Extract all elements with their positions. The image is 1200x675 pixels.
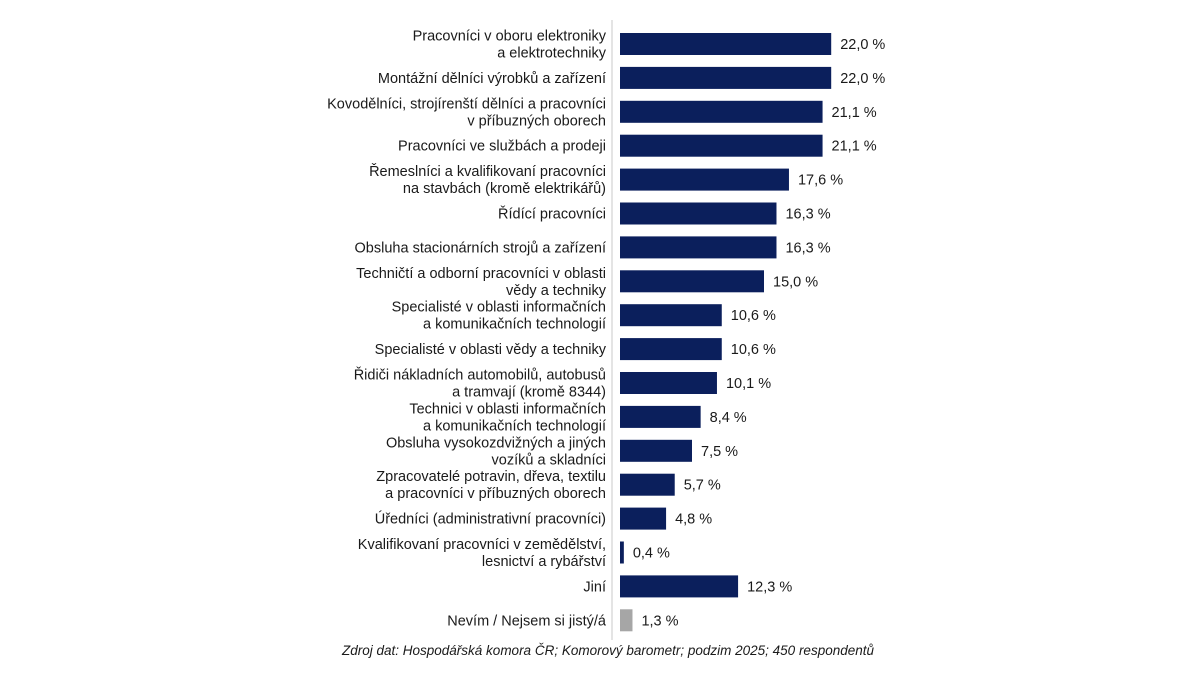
bar	[620, 236, 777, 259]
value-label: 21,1 %	[832, 105, 877, 121]
bar	[620, 270, 764, 293]
value-label: 16,3 %	[785, 240, 830, 256]
bar	[620, 338, 722, 361]
value-label: 5,7 %	[684, 478, 721, 494]
category-label: a pracovníci v příbuzných oborech	[385, 486, 606, 502]
bar	[620, 33, 832, 55]
category-label: Kvalifikovaní pracovníci v zemědělství,	[358, 537, 606, 553]
category-label: Řídící pracovníci	[498, 206, 606, 223]
category-label: v příbuzných oborech	[467, 113, 606, 129]
bar	[620, 439, 692, 462]
category-label: Jiní	[583, 579, 606, 595]
category-label: a tramvají (kromě 8344)	[452, 385, 606, 401]
source-note: Zdroj dat: Hospodářská komora ČR; Komoro…	[341, 643, 875, 658]
category-label: vědy a techniky	[506, 283, 607, 299]
value-label: 10,6 %	[731, 342, 776, 358]
bar	[620, 202, 777, 225]
category-label: Pracovníci v oboru elektroniky	[413, 29, 607, 45]
category-label: Obsluha stacionárních strojů a zařízení	[355, 240, 606, 256]
value-label: 0,4 %	[633, 546, 670, 562]
bar	[620, 575, 739, 598]
value-label: 4,8 %	[675, 512, 712, 528]
category-label: Zpracovatelé potravin, dřeva, textilu	[376, 469, 606, 485]
category-label: Montážní dělníci výrobků a zařízení	[378, 71, 606, 87]
bar	[620, 507, 667, 530]
category-label: a komunikačních technologií	[423, 317, 606, 333]
category-label: Nevím / Nejsem si jistý/á	[447, 613, 607, 629]
bar	[620, 405, 701, 428]
value-label: 1,3 %	[641, 613, 678, 629]
bar	[620, 372, 717, 394]
value-label: 15,0 %	[773, 274, 818, 290]
category-label: Specialisté v oblasti informačních	[392, 300, 606, 316]
bar	[620, 473, 675, 496]
bar	[620, 541, 624, 564]
value-label: 7,5 %	[701, 444, 738, 460]
bar	[620, 66, 832, 89]
category-label: Specialisté v oblasti vědy a techniky	[375, 342, 607, 358]
category-label: Obsluha vysokozdvižných a jiných	[386, 435, 606, 451]
value-label: 21,1 %	[832, 139, 877, 155]
category-label: vozíků a skladníci	[492, 452, 606, 468]
value-label: 16,3 %	[785, 207, 830, 223]
value-label: 8,4 %	[710, 410, 747, 426]
category-label: Úředníci (administrativní pracovníci)	[375, 511, 606, 528]
category-label: lesnictví a rybářství	[482, 554, 606, 570]
category-label: a elektrotechniky	[497, 46, 607, 62]
category-label: a komunikačních technologií	[423, 418, 606, 434]
category-label: Pracovníci ve službách a prodeji	[398, 139, 606, 155]
bar	[620, 168, 789, 191]
bar	[620, 609, 633, 632]
value-label: 17,6 %	[798, 173, 843, 189]
category-label: Techničtí a odborní pracovníci v oblasti	[356, 266, 606, 282]
bar	[620, 304, 722, 327]
category-label: na stavbách (kromě elektrikářů)	[403, 181, 606, 197]
category-label: Řemeslníci a kvalifikovaní pracovníci	[369, 163, 606, 180]
category-label: Kovodělníci, strojírenští dělníci a prac…	[327, 96, 606, 112]
category-label: Technici v oblasti informačních	[409, 401, 606, 417]
value-label: 10,6 %	[731, 308, 776, 324]
bar	[620, 100, 823, 123]
bar	[620, 134, 823, 157]
value-label: 10,1 %	[726, 376, 771, 392]
value-label: 22,0 %	[840, 71, 885, 87]
value-label: 22,0 %	[840, 37, 885, 53]
category-label: Řidiči nákladních automobilů, autobusů	[354, 367, 606, 384]
value-label: 12,3 %	[747, 579, 792, 595]
